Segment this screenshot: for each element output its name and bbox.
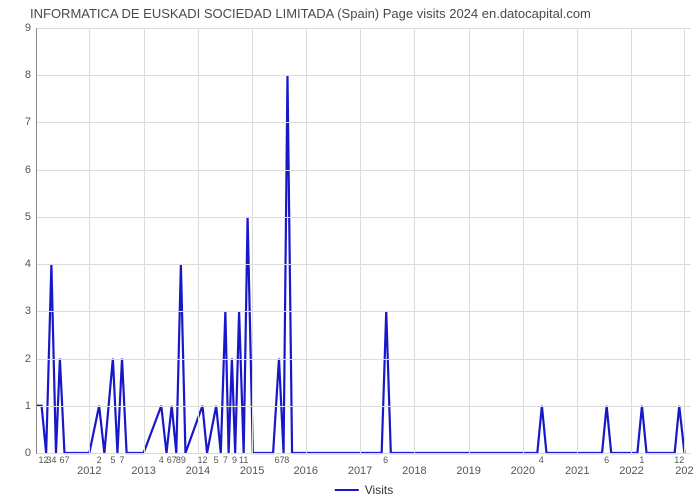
legend-line-icon [335, 489, 359, 491]
x-minor-label: 5 [214, 455, 219, 465]
x-minor-label: 34 [46, 455, 56, 465]
x-minor-label: 8 [284, 455, 289, 465]
gridline-v [523, 28, 524, 453]
x-year-label: 2013 [131, 465, 155, 477]
x-minor-label: 4 [159, 455, 164, 465]
x-minor-label: 4 [539, 455, 544, 465]
gridline-v [252, 28, 253, 453]
x-year-label: 202 [675, 465, 693, 477]
x-year-label: 2022 [619, 465, 643, 477]
gridline-h [37, 28, 691, 29]
x-minor-label: 9 [232, 455, 237, 465]
y-tick-label: 2 [25, 353, 31, 365]
x-minor-label: 7 [120, 455, 125, 465]
y-tick-label: 0 [25, 447, 31, 459]
x-minor-label: 12 [197, 455, 207, 465]
x-minor-label: 89 [176, 455, 186, 465]
x-year-label: 2018 [402, 465, 426, 477]
x-year-label: 2020 [511, 465, 535, 477]
x-minor-label: 2 [97, 455, 102, 465]
y-tick-label: 8 [25, 69, 31, 81]
gridline-v [684, 28, 685, 453]
x-minor-label: 12 [674, 455, 684, 465]
gridline-h [37, 75, 691, 76]
x-year-label: 2012 [77, 465, 101, 477]
gridline-v [306, 28, 307, 453]
gridline-h [37, 311, 691, 312]
y-tick-label: 3 [25, 305, 31, 317]
gridline-h [37, 453, 691, 454]
gridline-h [37, 217, 691, 218]
x-axis-legend: Visits [335, 483, 393, 497]
x-year-label: 2014 [186, 465, 210, 477]
line-series [37, 28, 691, 453]
chart-title: INFORMATICA DE EUSKADI SOCIEDAD LIMITADA… [30, 6, 591, 21]
y-tick-label: 7 [25, 116, 31, 128]
x-minor-label: 6 [383, 455, 388, 465]
gridline-v [414, 28, 415, 453]
x-axis-label-text: Visits [365, 483, 393, 497]
chart-container: INFORMATICA DE EUSKADI SOCIEDAD LIMITADA… [0, 0, 700, 500]
x-year-label: 2017 [348, 465, 372, 477]
gridline-v [89, 28, 90, 453]
gridline-v [631, 28, 632, 453]
y-tick-label: 9 [25, 22, 31, 34]
y-tick-label: 4 [25, 258, 31, 270]
gridline-h [37, 264, 691, 265]
x-minor-label: 6 [604, 455, 609, 465]
gridline-h [37, 170, 691, 171]
x-minor-label: 11 [239, 455, 248, 465]
x-minor-label: 7 [223, 455, 228, 465]
x-minor-label: 1 [639, 455, 644, 465]
x-minor-label: 67 [275, 455, 285, 465]
y-tick-label: 5 [25, 211, 31, 223]
gridline-h [37, 359, 691, 360]
gridline-v [144, 28, 145, 453]
x-year-label: 2015 [240, 465, 264, 477]
x-year-label: 2021 [565, 465, 589, 477]
y-tick-label: 1 [25, 400, 31, 412]
y-tick-label: 6 [25, 164, 31, 176]
gridline-h [37, 122, 691, 123]
plot-area: Visits 012345678920122013201420152016201… [36, 28, 691, 454]
x-year-label: 2019 [456, 465, 480, 477]
x-minor-label: 5 [110, 455, 115, 465]
x-minor-label: 67 [59, 455, 69, 465]
gridline-v [198, 28, 199, 453]
gridline-h [37, 406, 691, 407]
gridline-v [469, 28, 470, 453]
x-year-label: 2016 [294, 465, 318, 477]
gridline-v [577, 28, 578, 453]
gridline-v [360, 28, 361, 453]
